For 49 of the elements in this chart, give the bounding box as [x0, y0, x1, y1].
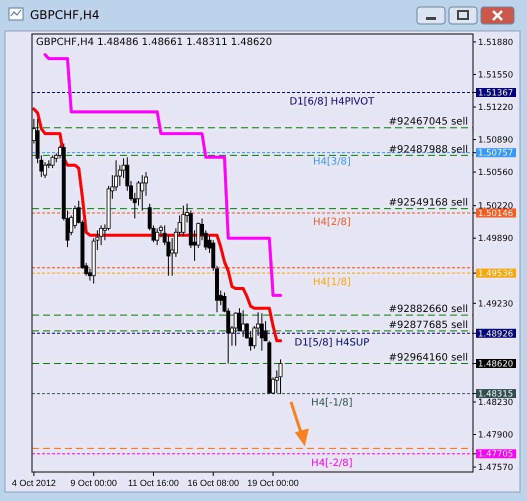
ref-line-label: #92549168 sell — [388, 198, 468, 209]
ref-line-label: H4[3/8] — [312, 156, 351, 168]
ref-line-label: D1[6/8] H4PIVOT — [290, 96, 376, 108]
candlestick — [50, 154, 55, 169]
candlestick — [260, 312, 264, 352]
line-series — [44, 53, 282, 297]
y-tick-label: 1.47570 — [478, 463, 514, 474]
candlestick — [155, 228, 160, 246]
y-tick-label: 1.50146 — [478, 208, 514, 219]
ref-line-label: H4[2/8] — [312, 216, 351, 228]
y-tick-label: 1.51220 — [478, 102, 514, 113]
candlestick — [241, 310, 246, 338]
y-tick-label: 1.48620 — [478, 359, 514, 370]
ref-line-label: #92487988 sell — [388, 144, 468, 156]
line-series — [32, 107, 282, 342]
chart-title: GBPCHF,H4 — [30, 8, 100, 22]
ref-line-label: #92467045 sell — [388, 116, 468, 128]
y-tick-label: 1.47900 — [478, 430, 514, 440]
y-tick-label: 1.48230 — [478, 398, 514, 408]
x-tick-label: 9 Oct 00:00 — [70, 478, 117, 488]
candlestick — [278, 358, 282, 394]
x-tick-label: 4 Oct 2012 — [12, 478, 56, 488]
ref-line-label: H4[-2/8] — [311, 458, 353, 469]
ref-line-label: H4[-1/8] — [311, 398, 353, 409]
chart-subtitle: GBPCHF,H4 1.48486 1.48661 1.48311 1.48620 — [36, 37, 272, 48]
ref-line-label: H4[1/8] — [312, 277, 351, 288]
x-tick-label: 19 Oct 00:00 — [247, 478, 299, 488]
candlestick — [140, 174, 144, 212]
y-tick-label: 1.51550 — [478, 70, 514, 80]
ref-line-label: #92877685 sell — [388, 320, 468, 331]
candlestick — [181, 205, 186, 237]
y-tick-label: 1.51367 — [478, 88, 514, 98]
y-tick-label: 1.47705 — [478, 450, 514, 460]
x-tick-label: 16 Oct 08:00 — [187, 478, 240, 488]
y-tick-label: 1.50560 — [478, 168, 514, 178]
y-tick-label: 1.48315 — [478, 390, 514, 400]
ref-line-label: #92882660 sell — [388, 304, 468, 316]
y-tick-label: 1.48926 — [478, 329, 514, 340]
y-tick-label: 1.49230 — [478, 299, 514, 310]
candlestick — [99, 224, 104, 246]
y-tick-label: 1.49890 — [478, 234, 514, 244]
ref-line-label: #92964160 sell — [388, 352, 468, 364]
y-tick-label: 1.50890 — [478, 136, 514, 146]
y-tick-label: 1.51880 — [478, 38, 514, 48]
candlestick — [234, 312, 238, 346]
ref-line-label: D1[5/8] H4SUP — [294, 337, 370, 348]
y-tick-label: 1.50757 — [478, 148, 514, 159]
y-tick-label: 1.49536 — [478, 269, 514, 280]
x-tick-label: 11 Oct 16:00 — [128, 478, 179, 488]
